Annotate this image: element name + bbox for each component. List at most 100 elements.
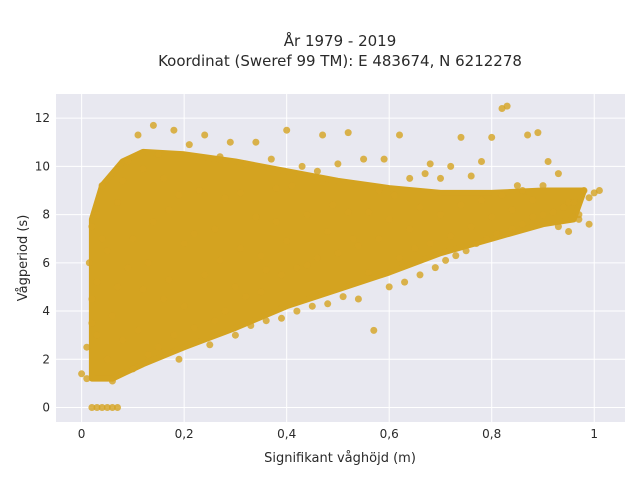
data-point [103,404,111,411]
data-point [139,165,147,173]
data-point [242,293,250,301]
x-tick-label: 0,8 [482,427,501,441]
data-point [329,201,337,209]
data-point [539,211,547,219]
data-point [529,213,537,221]
data-point [298,162,306,170]
data-point [134,326,142,334]
data-point [103,247,111,255]
y-tick-label: 2 [42,352,50,366]
data-point [447,162,455,170]
data-point [160,295,168,303]
data-point [237,244,244,252]
x-tick-label: 0 [78,427,86,441]
y-tick-label: 8 [42,208,50,222]
chart-subtitle: Koordinat (Sweref 99 TM): E 483674, N 62… [158,52,522,70]
data-point [252,213,260,221]
data-point [185,141,193,149]
data-point [375,187,383,194]
x-axis-title: Signifikant våghöjd (m) [264,451,416,466]
data-point [493,230,501,238]
chart-title: År 1979 - 2019 [284,31,397,50]
data-point [221,307,229,315]
data-point [324,228,332,235]
data-point [226,138,234,146]
data-point [221,194,229,202]
data-point [170,126,178,134]
data-point [549,208,557,216]
data-point [288,182,296,190]
data-point [283,126,291,134]
data-point [370,326,378,334]
data-point [303,261,311,269]
data-point [85,259,93,267]
data-point [478,196,485,204]
data-point [108,377,116,385]
data-point [211,225,219,233]
data-point [293,307,301,315]
data-point [349,235,357,243]
data-point [211,317,219,325]
data-point [483,235,491,243]
data-point [380,155,388,163]
data-point [242,160,250,168]
data-point [139,285,147,293]
data-point [354,295,362,303]
data-point [201,271,209,279]
data-point [539,182,547,190]
data-point [575,215,583,223]
data-point [524,131,532,139]
data-point [114,199,121,206]
data-point [262,266,270,274]
data-point [488,213,496,221]
data-point [108,312,116,320]
data-point [231,283,239,291]
data-point [149,218,157,226]
data-point [554,170,562,178]
x-tick-label: 0,6 [380,427,399,441]
data-point [385,283,393,291]
data-point [93,331,101,339]
data-point [88,319,96,327]
data-point [170,331,178,339]
data-point [93,404,101,411]
data-point [237,189,244,197]
data-point [447,232,455,240]
data-point [108,404,116,411]
data-point [585,220,593,228]
data-points [78,102,603,411]
data-point [529,196,537,204]
data-point [590,189,598,197]
data-point [88,223,96,231]
data-point [354,242,362,250]
data-point [519,220,526,228]
data-point [503,102,511,110]
data-point [216,256,224,264]
data-point [565,228,573,235]
data-point [119,177,127,185]
data-point [155,150,162,158]
y-tick-label: 6 [42,256,50,270]
data-point [83,375,91,383]
data-point [88,404,96,411]
data-point [165,276,173,284]
data-point [119,336,127,344]
data-point [190,324,198,332]
data-point [267,155,275,163]
data-point [508,206,516,214]
data-point [149,121,157,129]
data-point [426,160,434,168]
data-point [283,237,291,245]
y-axis-ticks: 0 2 4 6 8 10 12 [35,111,50,414]
data-point [124,264,132,272]
data-point [165,206,173,214]
data-point [272,218,280,226]
x-tick-label: 0,4 [277,427,296,441]
data-point [262,317,270,325]
data-point [98,182,106,190]
data-point [252,138,260,146]
data-point [457,201,465,209]
data-point [519,187,526,194]
data-point [114,283,121,291]
